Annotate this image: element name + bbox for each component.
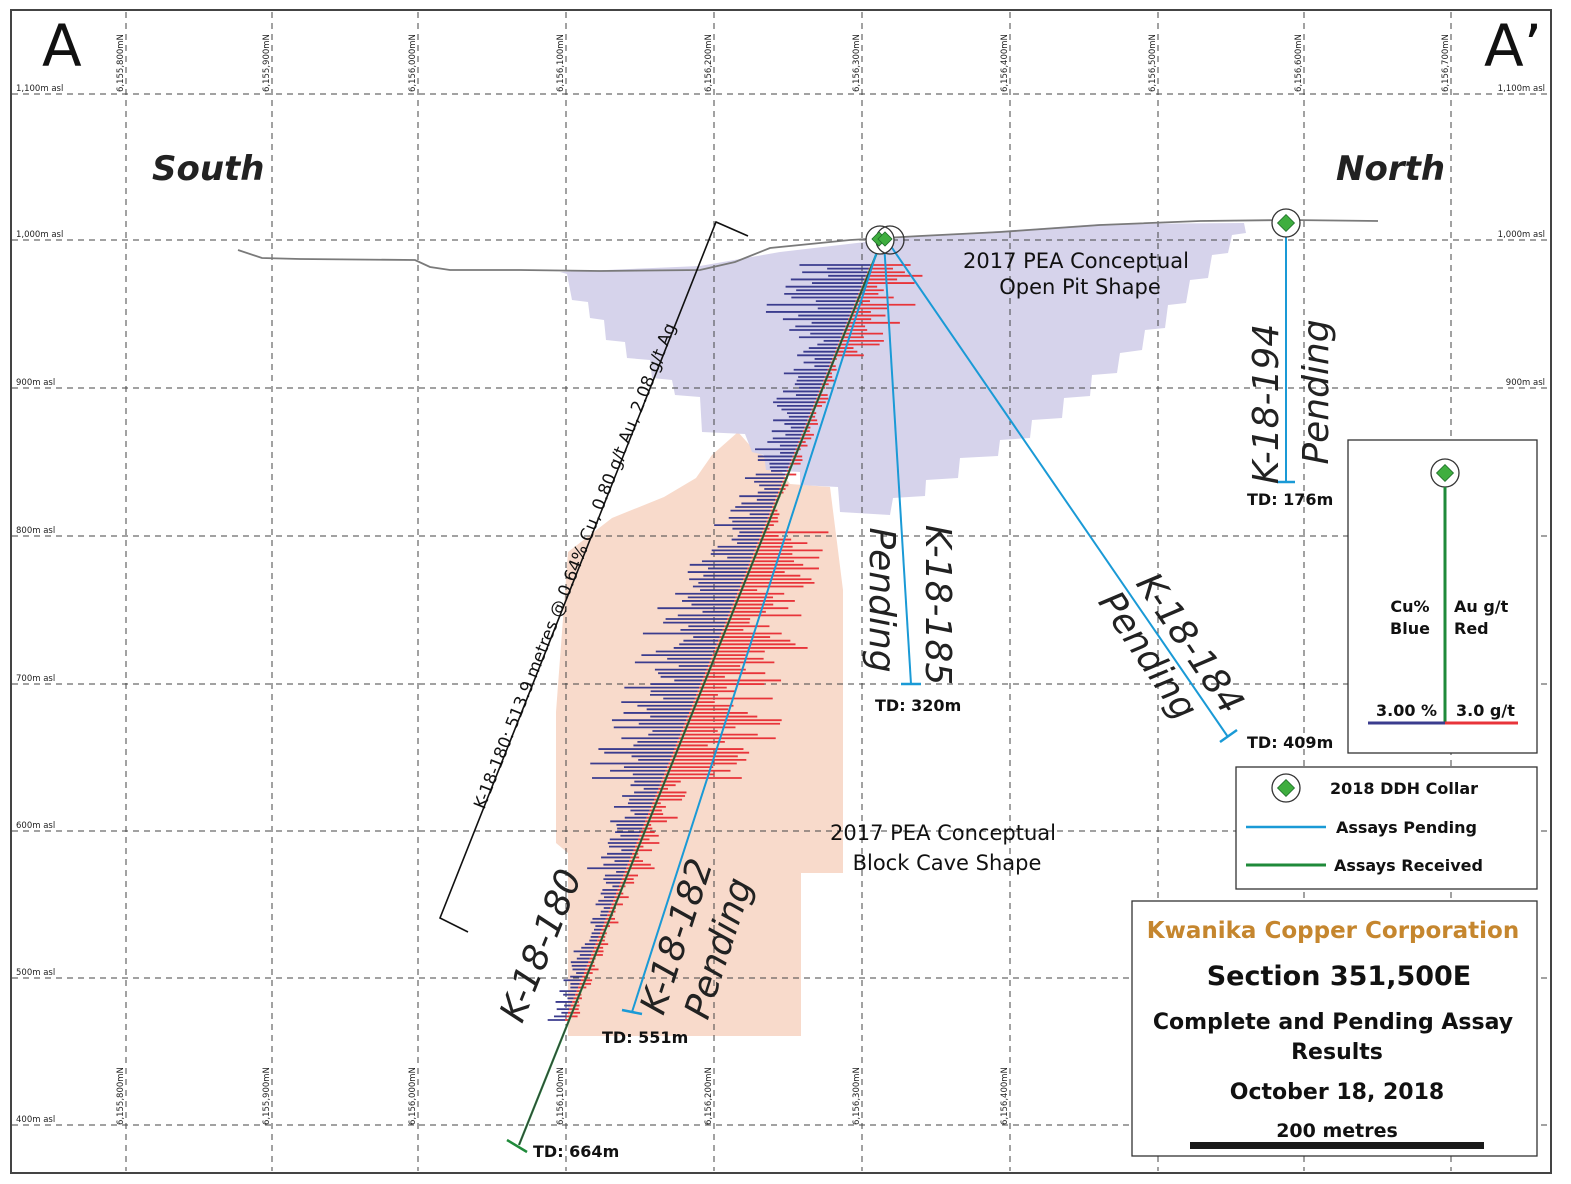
- northing-label-top: 6,156,200mN: [704, 34, 714, 92]
- subtitle-line2: Results: [1291, 1040, 1383, 1065]
- northing-label-top: 6,156,400mN: [1000, 34, 1010, 92]
- histogram-scale-box: Cu% Blue Au g/t Red 3.00 % 3.0 g/t: [1347, 439, 1538, 754]
- northing-label-top: 6,156,000mN: [408, 34, 418, 92]
- open-pit-label-line1: 2017 PEA Conceptual: [963, 249, 1189, 273]
- northing-label-bottom: 6,156,000mN: [408, 1067, 418, 1125]
- k-18-184-end-cap: [1219, 728, 1238, 744]
- section-start-label: A: [42, 12, 82, 80]
- k-18-194-td: TD: 176m: [1247, 490, 1333, 509]
- elevation-label-left: 800m asl: [16, 526, 55, 536]
- south-label: South: [152, 149, 265, 189]
- k-18-184-trace: [887, 241, 1229, 738]
- northing-label-top: 6,156,700mN: [1441, 34, 1451, 92]
- elevation-label-left: 600m asl: [16, 821, 55, 831]
- legend: 2018 DDH Collar Assays Pending Assays Re…: [1235, 766, 1538, 890]
- block-cave-label-line1: 2017 PEA Conceptual: [830, 821, 1056, 845]
- northing-label-top: 6,155,900mN: [262, 34, 272, 92]
- elevation-label-left: 1,000m asl: [16, 230, 63, 240]
- cu-assay-histogram: [547, 264, 870, 1021]
- elevation-label-left: 500m asl: [16, 968, 55, 978]
- elevation-label-left: 400m asl: [16, 1115, 55, 1125]
- elevation-label-right: 1,000m asl: [1498, 230, 1545, 240]
- collar-k-18-180: [865, 225, 905, 255]
- intercept-bracket: [438, 220, 749, 933]
- au-label-line1: Au g/t: [1454, 597, 1509, 616]
- northing-label-bottom: 6,156,400mN: [1000, 1067, 1010, 1125]
- au-label-line2: Red: [1454, 619, 1489, 638]
- northing-label-top: 6,156,600mN: [1294, 34, 1304, 92]
- northing-label-bottom: 6,156,300mN: [852, 1067, 862, 1125]
- northing-label-bottom: 6,156,100mN: [556, 1067, 566, 1125]
- k-18-184-td: TD: 409m: [1247, 733, 1333, 752]
- northing-label-bottom: 6,155,900mN: [262, 1067, 272, 1125]
- company-name: Kwanika Copper Corporation: [1147, 918, 1519, 944]
- open-pit-shape: [560, 223, 1246, 515]
- cu-scale-value: 3.00 %: [1376, 701, 1437, 720]
- northing-label-top: 6,155,800mN: [116, 34, 126, 92]
- northing-label-top: 6,156,500mN: [1148, 34, 1158, 92]
- elevation-label-right: 900m asl: [1506, 378, 1545, 388]
- cu-label-line2: Blue: [1390, 619, 1430, 638]
- elevation-label-left: 1,100m asl: [16, 84, 63, 94]
- open-pit-label-line2: Open Pit Shape: [999, 275, 1160, 299]
- elevation-label-left: 900m asl: [16, 378, 55, 388]
- k-18-185-trace: [883, 241, 912, 685]
- section-title: Section 351,500E: [1207, 961, 1472, 992]
- legend-received-label: Assays Received: [1334, 856, 1483, 875]
- elevation-label-left: 700m asl: [16, 674, 55, 684]
- k-18-180-td: TD: 664m: [533, 1142, 619, 1161]
- k-18-194-label: K-18-194: [1246, 324, 1287, 485]
- northing-label-top: 6,156,100mN: [556, 34, 566, 92]
- k-18-180-end-cap: [506, 1138, 528, 1154]
- scale-bar: [1190, 1142, 1484, 1149]
- collar-k-18-194: [1271, 208, 1301, 238]
- cu-label-line1: Cu%: [1390, 597, 1429, 616]
- northing-label-bottom: 6,155,800mN: [116, 1067, 126, 1125]
- legend-pending-label: Assays Pending: [1336, 818, 1477, 837]
- k-18-182-end-cap: [621, 1008, 643, 1016]
- k-18-182-td: TD: 551m: [602, 1028, 688, 1047]
- k-18-194-status: Pending: [1296, 319, 1337, 464]
- topography-line: [237, 219, 1379, 272]
- elevation-label-right: 1,100m asl: [1498, 84, 1545, 94]
- block-cave-label-line2: Block Cave Shape: [853, 851, 1042, 875]
- section-end-label: A’: [1484, 12, 1542, 80]
- map-date: October 18, 2018: [1230, 1080, 1444, 1105]
- northing-label-bottom: 6,156,200mN: [704, 1067, 714, 1125]
- legend-collar-label: 2018 DDH Collar: [1330, 779, 1478, 798]
- k-18-185-label: K-18-185: [917, 525, 958, 686]
- subtitle-line1: Complete and Pending Assay: [1153, 1010, 1513, 1035]
- au-scale-value: 3.0 g/t: [1456, 701, 1515, 720]
- north-label: North: [1336, 149, 1445, 189]
- k-18-180-trace-core: [518, 239, 883, 1146]
- k-18-182-trace: [631, 241, 881, 1013]
- title-block: Kwanika Copper Corporation Section 351,5…: [1131, 900, 1538, 1157]
- k-18-185-status: Pending: [861, 527, 902, 672]
- northing-label-top: 6,156,300mN: [852, 34, 862, 92]
- k-18-185-td: TD: 320m: [875, 696, 961, 715]
- scale-bar-label: 200 metres: [1276, 1120, 1398, 1142]
